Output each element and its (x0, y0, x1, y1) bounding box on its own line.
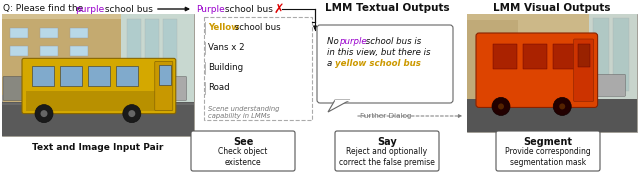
Polygon shape (328, 100, 350, 112)
FancyBboxPatch shape (496, 131, 600, 171)
Text: Yellow: Yellow (208, 24, 239, 33)
Text: LMM Visual Outputs: LMM Visual Outputs (493, 3, 611, 13)
FancyBboxPatch shape (3, 76, 33, 101)
Text: LMM Textual Outputs: LMM Textual Outputs (324, 3, 449, 13)
Bar (88, 66, 110, 86)
Text: No: No (327, 37, 342, 45)
Bar (121, 14, 194, 102)
Text: Segment: Segment (524, 137, 573, 147)
Bar (32, 66, 54, 86)
Text: ✗: ✗ (274, 2, 285, 16)
Bar (2, 14, 194, 51)
Bar (467, 99, 637, 132)
Bar (613, 18, 628, 91)
Text: school bus: school bus (232, 24, 280, 33)
Bar (10, 46, 28, 56)
Text: Building: Building (208, 63, 243, 72)
Text: school bus: school bus (222, 4, 273, 13)
Bar (553, 44, 577, 69)
Bar (493, 44, 517, 69)
FancyBboxPatch shape (317, 25, 453, 103)
Text: in this view, but there is: in this view, but there is (327, 48, 431, 57)
Text: purple: purple (75, 4, 104, 13)
Bar (40, 46, 58, 56)
Text: school bus is: school bus is (363, 37, 421, 45)
FancyBboxPatch shape (191, 131, 295, 171)
Bar (467, 20, 518, 100)
Circle shape (492, 97, 510, 115)
Bar (163, 19, 177, 92)
Text: Say: Say (377, 137, 397, 147)
Text: a: a (327, 58, 335, 67)
Text: Further Dialog: Further Dialog (360, 113, 412, 119)
Circle shape (553, 97, 572, 115)
Text: Provide corresponding
segmentation mask: Provide corresponding segmentation mask (505, 147, 591, 167)
Bar (578, 44, 589, 67)
Text: school bus: school bus (102, 4, 153, 13)
Bar (116, 66, 138, 86)
Bar (26, 91, 172, 111)
FancyBboxPatch shape (335, 131, 439, 171)
Bar (523, 44, 547, 69)
Bar (40, 28, 58, 38)
Circle shape (559, 103, 565, 110)
Text: Road: Road (208, 84, 230, 93)
Circle shape (35, 105, 53, 123)
Bar (145, 19, 159, 92)
Bar (70, 28, 88, 38)
Bar (2, 14, 194, 136)
FancyBboxPatch shape (593, 74, 625, 96)
Circle shape (129, 110, 135, 117)
Bar (70, 46, 88, 56)
Bar (467, 14, 637, 132)
Text: Purple: Purple (196, 4, 225, 13)
FancyBboxPatch shape (573, 39, 594, 101)
FancyBboxPatch shape (155, 76, 187, 101)
FancyBboxPatch shape (476, 33, 598, 107)
Bar (2, 102, 194, 136)
Text: Check object
existence: Check object existence (218, 147, 268, 167)
Circle shape (498, 103, 504, 110)
Bar (593, 18, 609, 91)
Circle shape (40, 110, 47, 117)
Text: purple: purple (339, 37, 367, 45)
Bar (60, 66, 82, 86)
Bar (159, 65, 171, 85)
Text: See: See (233, 137, 253, 147)
Bar (127, 19, 141, 92)
Text: yellow school bus: yellow school bus (335, 58, 421, 67)
Circle shape (123, 105, 141, 123)
Text: Q: Please find the: Q: Please find the (3, 4, 86, 13)
Bar (2, 19, 132, 95)
FancyBboxPatch shape (22, 58, 176, 114)
Bar (589, 14, 637, 99)
Text: Vans x 2: Vans x 2 (208, 43, 244, 52)
Text: Reject and optionally
correct the false premise: Reject and optionally correct the false … (339, 147, 435, 167)
Text: Text and Image Input Pair: Text and Image Input Pair (32, 143, 164, 153)
Bar (10, 28, 28, 38)
Text: Scene understanding
capability in LMMs: Scene understanding capability in LMMs (208, 106, 280, 119)
FancyBboxPatch shape (155, 61, 173, 111)
Bar (467, 14, 637, 49)
Bar (204, 17, 312, 120)
